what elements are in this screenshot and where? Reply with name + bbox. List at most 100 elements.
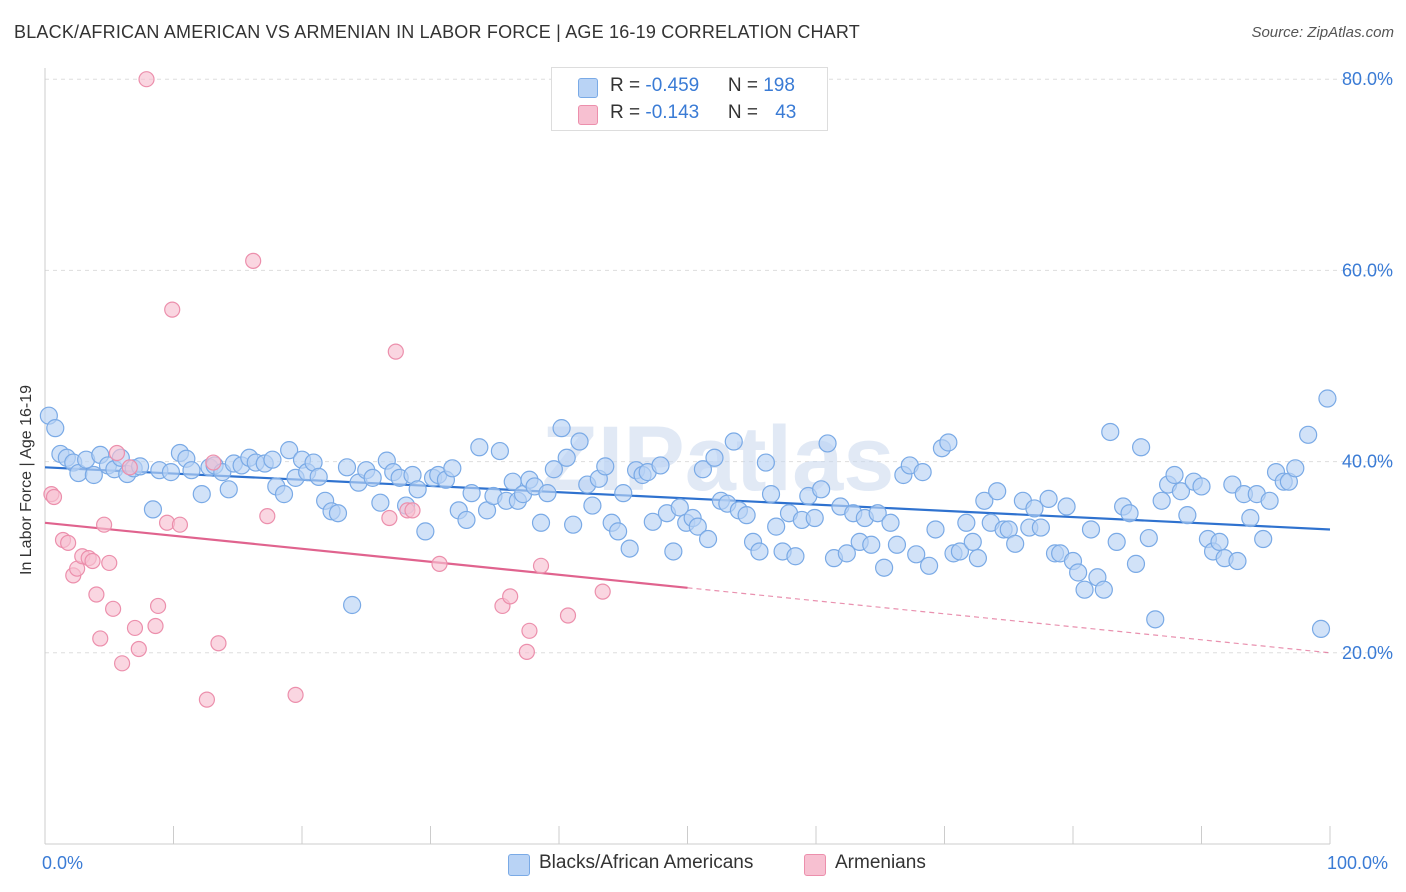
- data-point-blacks: [761, 485, 781, 504]
- r-label: R =: [610, 75, 646, 96]
- data-point-blacks: [868, 504, 887, 523]
- data-point-armenians: [108, 444, 126, 462]
- data-point-blacks: [705, 448, 724, 467]
- source-label: Source: ZipAtlas.com: [1251, 24, 1394, 41]
- data-point-blacks: [837, 544, 856, 563]
- data-point-armenians: [96, 516, 113, 533]
- data-point-blacks: [1039, 489, 1058, 508]
- data-point-blacks: [1241, 508, 1260, 528]
- data-point-blacks: [670, 498, 689, 517]
- data-point-blacks: [337, 458, 357, 477]
- bottom-legend-label: Armenians: [835, 852, 926, 873]
- data-point-blacks: [161, 463, 181, 482]
- data-point-armenians: [113, 655, 131, 672]
- data-point-armenians: [381, 509, 398, 527]
- pink-swatch-icon: [804, 854, 826, 876]
- data-point-blacks: [363, 468, 382, 487]
- data-point-blacks: [1031, 518, 1050, 537]
- data-point-blacks: [416, 522, 435, 541]
- data-point-blacks: [620, 539, 639, 558]
- data-point-blacks: [219, 480, 238, 499]
- data-point-blacks: [907, 545, 926, 564]
- data-point-blacks: [583, 496, 602, 515]
- data-point-armenians: [532, 557, 550, 574]
- data-point-blacks: [913, 463, 932, 482]
- y-tick-label: 20.0%: [1342, 643, 1393, 663]
- data-point-blacks: [818, 434, 837, 453]
- data-point-blacks: [1254, 529, 1273, 549]
- data-point-blacks: [1069, 563, 1088, 582]
- data-point-blacks: [1146, 610, 1165, 629]
- data-point-blacks: [1075, 580, 1094, 599]
- r-label: R =: [610, 102, 646, 123]
- data-point-blacks: [408, 480, 427, 499]
- data-point-blacks: [531, 513, 551, 532]
- trend-line-armenians-extension: [687, 587, 1331, 654]
- data-point-blacks: [1006, 534, 1025, 553]
- data-point-blacks: [651, 456, 670, 475]
- data-point-blacks: [544, 460, 563, 479]
- y-tick-labels: 20.0% 40.0% 60.0% 80.0%: [1342, 69, 1393, 663]
- data-point-blacks: [280, 441, 299, 460]
- data-point-blacks: [688, 517, 707, 536]
- data-point-blacks: [1132, 438, 1151, 457]
- data-point-armenians: [521, 622, 538, 639]
- bottom-legend-label: Blacks/African Americans: [539, 852, 754, 873]
- data-point-blacks: [975, 491, 994, 510]
- data-point-armenians: [387, 343, 404, 360]
- data-point-blacks: [443, 459, 462, 478]
- data-point-armenians: [287, 686, 304, 703]
- data-point-blacks: [309, 467, 328, 486]
- data-point-blacks: [1139, 528, 1158, 548]
- data-point-blacks: [371, 493, 390, 512]
- data-point-blacks: [664, 542, 683, 561]
- data-point-blacks: [1210, 532, 1229, 552]
- data-point-armenians: [130, 640, 147, 658]
- data-point-blacks: [968, 549, 988, 568]
- data-point-armenians: [594, 583, 611, 600]
- trend-lines: [44, 466, 1331, 654]
- data-point-armenians: [205, 454, 222, 471]
- gridlines: [45, 78, 1392, 654]
- chart-title: BLACK/AFRICAN AMERICAN VS ARMENIAN IN LA…: [14, 22, 860, 42]
- data-point-blacks: [274, 485, 294, 504]
- data-point-blacks: [926, 520, 945, 539]
- trend-line-blacks: [44, 466, 1331, 531]
- data-point-blacks: [552, 419, 571, 438]
- data-point-armenians: [164, 301, 181, 318]
- data-point-armenians: [126, 619, 144, 637]
- data-point-blacks: [1120, 504, 1139, 523]
- data-point-blacks: [1101, 422, 1120, 442]
- n-label: N =: [727, 102, 764, 123]
- blue-swatch-icon: [578, 78, 598, 98]
- trend-line-armenians: [44, 521, 688, 589]
- data-point-armenians: [105, 600, 122, 617]
- data-point-blacks: [881, 513, 900, 532]
- data-point-blacks: [812, 480, 831, 499]
- data-point-blacks: [570, 432, 589, 451]
- data-point-blacks: [143, 500, 163, 519]
- data-point-armenians: [147, 617, 164, 635]
- data-point-blacks: [1126, 554, 1146, 573]
- data-point-blacks: [1107, 532, 1126, 552]
- data-point-blacks: [182, 461, 201, 480]
- data-point-armenians: [245, 252, 262, 269]
- data-point-blacks: [919, 556, 939, 575]
- data-point-armenians: [45, 488, 63, 506]
- data-point-blacks: [988, 482, 1007, 501]
- data-point-blacks: [1152, 491, 1171, 510]
- data-point-blacks: [939, 433, 958, 452]
- data-point-blacks: [693, 460, 713, 479]
- data-point-blacks: [875, 558, 894, 577]
- data-point-armenians: [518, 643, 535, 660]
- data-point-blacks: [46, 419, 65, 438]
- series-armenians: [43, 71, 611, 708]
- data-point-blacks: [1228, 551, 1247, 571]
- n-label: N =: [727, 75, 764, 96]
- data-point-blacks: [1081, 520, 1101, 539]
- data-point-blacks: [462, 484, 481, 503]
- data-point-blacks: [1171, 482, 1191, 501]
- data-point-armenians: [171, 516, 189, 533]
- data-point-blacks: [737, 506, 756, 525]
